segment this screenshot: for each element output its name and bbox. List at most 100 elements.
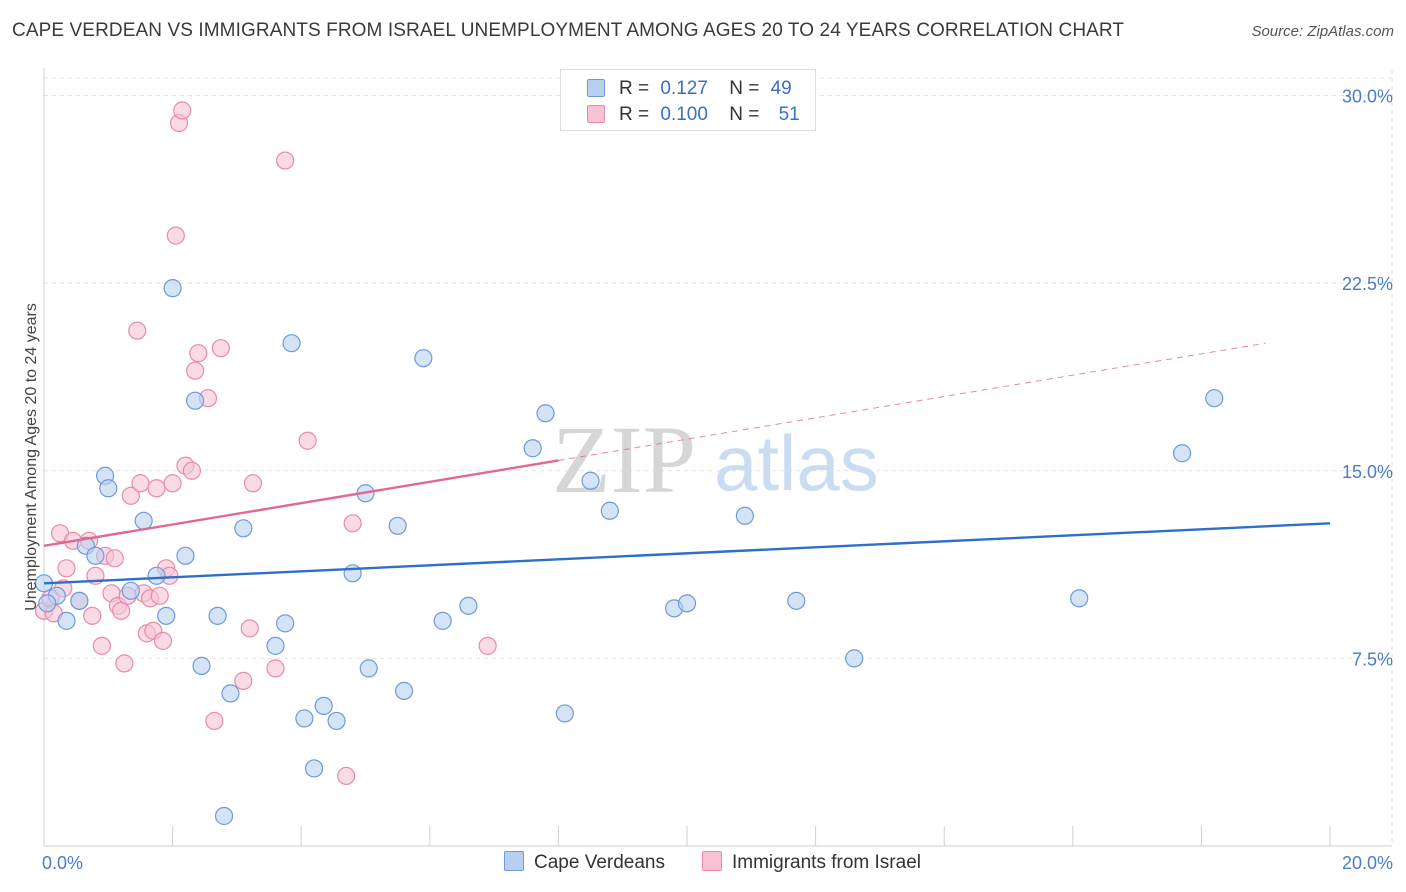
data-point-cape-verdean <box>388 516 407 535</box>
legend-r-label: R = <box>619 104 650 125</box>
bottom-legend-swatch-pink <box>702 851 722 871</box>
data-point-cape-verdean <box>221 684 240 703</box>
data-point-immigrants-from-israel <box>112 601 131 620</box>
bottom-legend-cape-verdeans: Cape Verdeans <box>504 851 665 874</box>
data-point-cape-verdean <box>214 806 234 826</box>
data-point-cape-verdean <box>157 606 176 625</box>
data-point-cape-verdean <box>176 546 195 565</box>
data-point-immigrants-from-israel <box>115 654 134 673</box>
data-point-cape-verdean <box>359 659 378 678</box>
data-point-cape-verdean <box>1205 389 1224 408</box>
data-point-cape-verdean <box>327 711 346 731</box>
data-point-immigrants-from-israel <box>240 619 259 638</box>
watermark-zip: ZIP <box>552 406 696 513</box>
data-point-cape-verdean <box>276 614 295 633</box>
data-point-cape-verdean <box>414 349 433 368</box>
bottom-legend-label-blue: Cape Verdeans <box>534 852 665 873</box>
data-point-cape-verdean <box>555 704 574 723</box>
data-point-immigrants-from-israel <box>153 631 173 650</box>
data-point-immigrants-from-israel <box>147 479 166 498</box>
data-point-cape-verdean <box>192 656 211 675</box>
legend-n-value: 51 <box>778 104 800 125</box>
bottom-legend-immigrants-from-israel: Immigrants from Israel <box>702 851 921 874</box>
data-point-cape-verdean <box>99 479 118 498</box>
y-axis-label: Unemployment Among Ages 20 to 24 years <box>23 303 40 611</box>
data-point-immigrants-from-israel <box>337 766 356 786</box>
legend-n-value: 49 <box>770 78 792 99</box>
data-point-immigrants-from-israel <box>128 321 147 340</box>
data-point-cape-verdean <box>304 759 324 778</box>
data-point-cape-verdean <box>845 649 864 668</box>
data-point-cape-verdean <box>394 681 414 700</box>
data-point-immigrants-from-israel <box>57 559 76 578</box>
data-point-cape-verdean <box>134 511 153 530</box>
data-point-cape-verdean <box>70 591 89 610</box>
data-point-cape-verdean <box>600 501 619 520</box>
data-point-immigrants-from-israel <box>205 711 224 731</box>
data-point-cape-verdean <box>1070 589 1089 608</box>
legend-r-value: 0.100 <box>660 104 708 125</box>
data-point-immigrants-from-israel <box>343 514 362 533</box>
bottom-legend-swatch-blue <box>504 851 524 871</box>
data-point-cape-verdean <box>121 581 140 600</box>
data-point-cape-verdean <box>234 519 253 538</box>
data-point-immigrants-from-israel <box>266 659 285 678</box>
data-point-cape-verdean <box>343 564 362 583</box>
data-point-cape-verdean <box>1173 444 1192 463</box>
data-point-cape-verdean <box>186 391 205 410</box>
data-point-cape-verdean <box>523 439 542 458</box>
data-point-immigrants-from-israel <box>150 586 169 605</box>
data-point-immigrants-from-israel <box>189 344 208 363</box>
axes <box>43 68 1392 847</box>
series-immigrants-from-israel <box>34 101 497 786</box>
legend-swatch-pink <box>587 105 605 123</box>
data-point-cape-verdean <box>86 546 105 565</box>
tick-labels: 7.5% 15.0% 22.5% 30.0% 0.0% 20.0% <box>42 87 1393 873</box>
data-point-cape-verdean <box>295 709 314 728</box>
data-point-cape-verdean <box>433 611 452 630</box>
legend-r-label: R = <box>619 78 650 99</box>
trend-line-immigrants-from-israel-dashed <box>558 342 1266 461</box>
data-point-cape-verdean <box>57 611 76 630</box>
legend-stats-pink: R = 0.100 N = 51 <box>619 104 800 126</box>
data-point-cape-verdean <box>787 591 806 610</box>
y-tick-label: 22.5% <box>1342 274 1393 294</box>
source-credit: Source: ZipAtlas.com <box>1251 23 1394 40</box>
data-point-immigrants-from-israel <box>211 339 230 358</box>
y-tick-label: 15.0% <box>1342 462 1393 482</box>
data-point-cape-verdean <box>459 596 478 615</box>
data-point-cape-verdean <box>38 594 57 613</box>
x-tick-label-right: 20.0% <box>1342 853 1393 873</box>
data-point-immigrants-from-israel <box>186 361 205 380</box>
data-point-immigrants-from-israel <box>243 474 263 493</box>
data-point-immigrants-from-israel <box>478 636 497 655</box>
x-tick-label-left: 0.0% <box>42 853 83 873</box>
data-point-immigrants-from-israel <box>298 431 317 450</box>
legend-stats-blue: R = 0.127 N = 49 <box>619 78 792 100</box>
data-point-immigrants-from-israel <box>83 606 102 625</box>
chart-title: CAPE VERDEAN VS IMMIGRANTS FROM ISRAEL U… <box>12 20 1125 41</box>
trend-line-immigrants-from-israel-solid <box>43 459 559 547</box>
legend-r-value: 0.127 <box>660 78 708 99</box>
correlation-legend: R = 0.127 N = 49 R = 0.100 N = 51 <box>560 69 816 131</box>
data-point-cape-verdean <box>581 471 600 490</box>
series-cape-verdeans <box>34 279 1224 826</box>
data-point-immigrants-from-israel <box>173 101 192 120</box>
trend-line-cape-verdeans-solid <box>43 522 1331 585</box>
y-tick-label: 30.0% <box>1342 87 1393 107</box>
y-tick-label: 7.5% <box>1352 649 1393 669</box>
data-point-immigrants-from-israel <box>234 671 253 690</box>
legend-swatch-blue <box>587 79 605 97</box>
data-point-cape-verdean <box>266 636 285 655</box>
data-point-cape-verdean <box>677 594 697 613</box>
data-point-cape-verdean <box>314 696 333 716</box>
watermark: ZIP atlas <box>552 406 879 513</box>
data-point-cape-verdean <box>282 334 301 353</box>
data-point-cape-verdean <box>163 279 182 298</box>
data-point-immigrants-from-israel <box>92 636 111 655</box>
data-point-immigrants-from-israel <box>182 461 201 480</box>
data-point-immigrants-from-israel <box>163 474 182 493</box>
data-point-immigrants-from-israel <box>166 226 185 245</box>
watermark-atlas: atlas <box>714 419 879 507</box>
